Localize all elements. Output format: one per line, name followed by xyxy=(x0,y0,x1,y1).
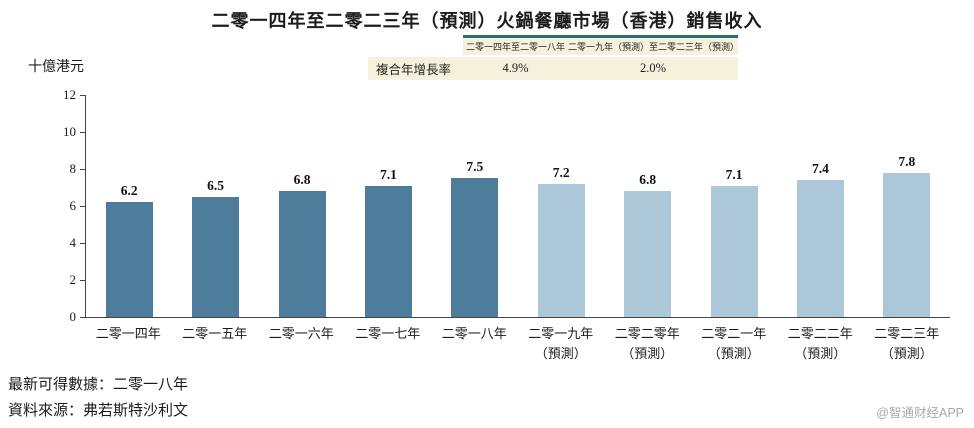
bar-slot: 7.2 xyxy=(518,95,604,317)
bar-slot: 7.4 xyxy=(777,95,863,317)
bar-slot: 6.2 xyxy=(86,95,172,317)
bar-slot: 7.1 xyxy=(691,95,777,317)
bar-value-label: 7.1 xyxy=(725,166,743,182)
footnote-latest-data: 最新可得數據：二零一八年 xyxy=(8,377,189,393)
x-axis-category-label: 二零二二年 （預測） xyxy=(777,324,864,364)
y-tick-label: 6 xyxy=(69,198,77,213)
bar-slot: 7.1 xyxy=(345,95,431,317)
x-axis-category-label: 二零一七年 xyxy=(355,326,421,341)
y-tick-mark xyxy=(80,242,86,244)
cagr-header-row: 二零一四年至二零一八年 二零一九年（預測）至二零二三年（預測） xyxy=(368,35,739,55)
bar-forecast xyxy=(537,183,585,317)
bar-slot: 7.8 xyxy=(864,95,950,317)
cagr-row-label: 複合年增長率 xyxy=(376,63,452,77)
x-axis-forecast-sublabel: （預測） xyxy=(534,346,587,362)
x-axis-category-label: 二零二零年 （預測） xyxy=(604,324,691,364)
bar-value-label: 7.1 xyxy=(379,166,397,182)
x-axis-forecast-sublabel: （預測） xyxy=(621,346,674,362)
y-tick-mark xyxy=(80,316,86,318)
bar-value-label: 6.5 xyxy=(207,177,225,193)
bar-forecast xyxy=(710,185,758,317)
y-tick-mark xyxy=(80,131,86,133)
cagr-value-period-1: 4.9% xyxy=(502,61,529,75)
bar-historical xyxy=(105,202,153,317)
x-axis-forecast-sublabel: （預測） xyxy=(880,346,933,362)
x-axis-category-label: 二零一四年 xyxy=(95,326,161,341)
bar-slot: 6.8 xyxy=(259,95,345,317)
bar-value-label: 6.2 xyxy=(120,183,138,199)
bar-forecast xyxy=(796,180,844,317)
bars-container: 6.2 6.5 6.8 7.1 7.5 7.2 6.8 7.1 7.4 7.8 xyxy=(86,95,950,317)
cagr-value-row: 複合年增長率 4.9% 2.0% xyxy=(368,57,738,80)
x-axis-labels: 二零一四年 二零一五年 二零一六年 二零一七年 二零一八年 二零一九年 （預測） 二零二零年（… xyxy=(85,324,950,364)
y-tick-mark xyxy=(80,279,86,281)
plot-area: 6.2 6.5 6.8 7.1 7.5 7.2 6.8 7.1 7.4 7.8 0 2 4 6 8 10 12 xyxy=(63,87,950,324)
bar-forecast xyxy=(624,191,672,317)
y-tick-mark xyxy=(80,168,86,170)
bar-slot: 6.5 xyxy=(172,95,258,317)
y-tick-label: 12 xyxy=(63,87,76,102)
cagr-value-period-2: 2.0% xyxy=(639,61,667,75)
cagr-header-period-1: 二零一四年至二零一八年 xyxy=(463,35,568,55)
x-axis-category-label: 二零一八年 xyxy=(441,326,507,341)
footnotes: 最新可得數據：二零一八年 資料來源：弗若斯特沙利文 xyxy=(8,372,188,424)
bar-slot: 6.8 xyxy=(604,95,690,317)
y-axis-unit-label: 十億港元 xyxy=(28,60,84,75)
y-tick-label: 0 xyxy=(69,309,77,324)
bar-historical xyxy=(278,191,326,317)
x-axis-category-label: 二零一九年 （預測） xyxy=(518,324,605,364)
bar-value-label: 6.8 xyxy=(639,172,657,188)
bar-value-label: 6.8 xyxy=(293,172,311,188)
bar-value-label: 7.5 xyxy=(466,159,484,175)
bar-value-label: 7.2 xyxy=(552,164,570,180)
y-tick-label: 2 xyxy=(69,272,77,288)
bar-value-label: 7.4 xyxy=(812,161,829,177)
bar-slot: 7.5 xyxy=(432,95,518,317)
cagr-header-period-2: 二零一九年（預測）至二零二三年（預測） xyxy=(568,35,739,55)
x-axis-forecast-sublabel: （預測） xyxy=(794,346,847,362)
y-tick-label: 4 xyxy=(69,235,77,251)
chart-title: 二零一四年至二零二三年（預測）火鍋餐廳市場（香港）銷售收入 xyxy=(211,11,763,31)
bar-historical xyxy=(192,196,240,317)
x-axis-category-label: 二零一五年 xyxy=(182,326,248,341)
bar-forecast xyxy=(883,172,931,317)
x-axis-forecast-sublabel: （預測） xyxy=(707,346,760,362)
bar-value-label: 7.8 xyxy=(898,153,916,169)
cagr-header-spacer xyxy=(368,35,463,55)
y-tick-mark xyxy=(80,94,86,96)
x-axis-category-label: 二零二一年 （預測） xyxy=(691,324,778,364)
bar-historical xyxy=(451,178,499,317)
x-axis-category-label: 二零二三年 （預測） xyxy=(864,324,951,364)
footnote-source: 資料來源：弗若斯特沙利文 xyxy=(8,403,189,419)
y-tick-label: 10 xyxy=(63,124,76,139)
cagr-table: 二零一四年至二零一八年 二零一九年（預測）至二零二三年（預測） 複合年增長率 4… xyxy=(368,35,739,80)
watermark: @智通财经APP xyxy=(876,406,964,420)
y-tick-mark xyxy=(80,205,86,207)
x-axis-category-label: 二零一六年 xyxy=(268,326,334,341)
y-tick-label: 8 xyxy=(69,161,77,177)
bar-historical xyxy=(364,185,412,317)
